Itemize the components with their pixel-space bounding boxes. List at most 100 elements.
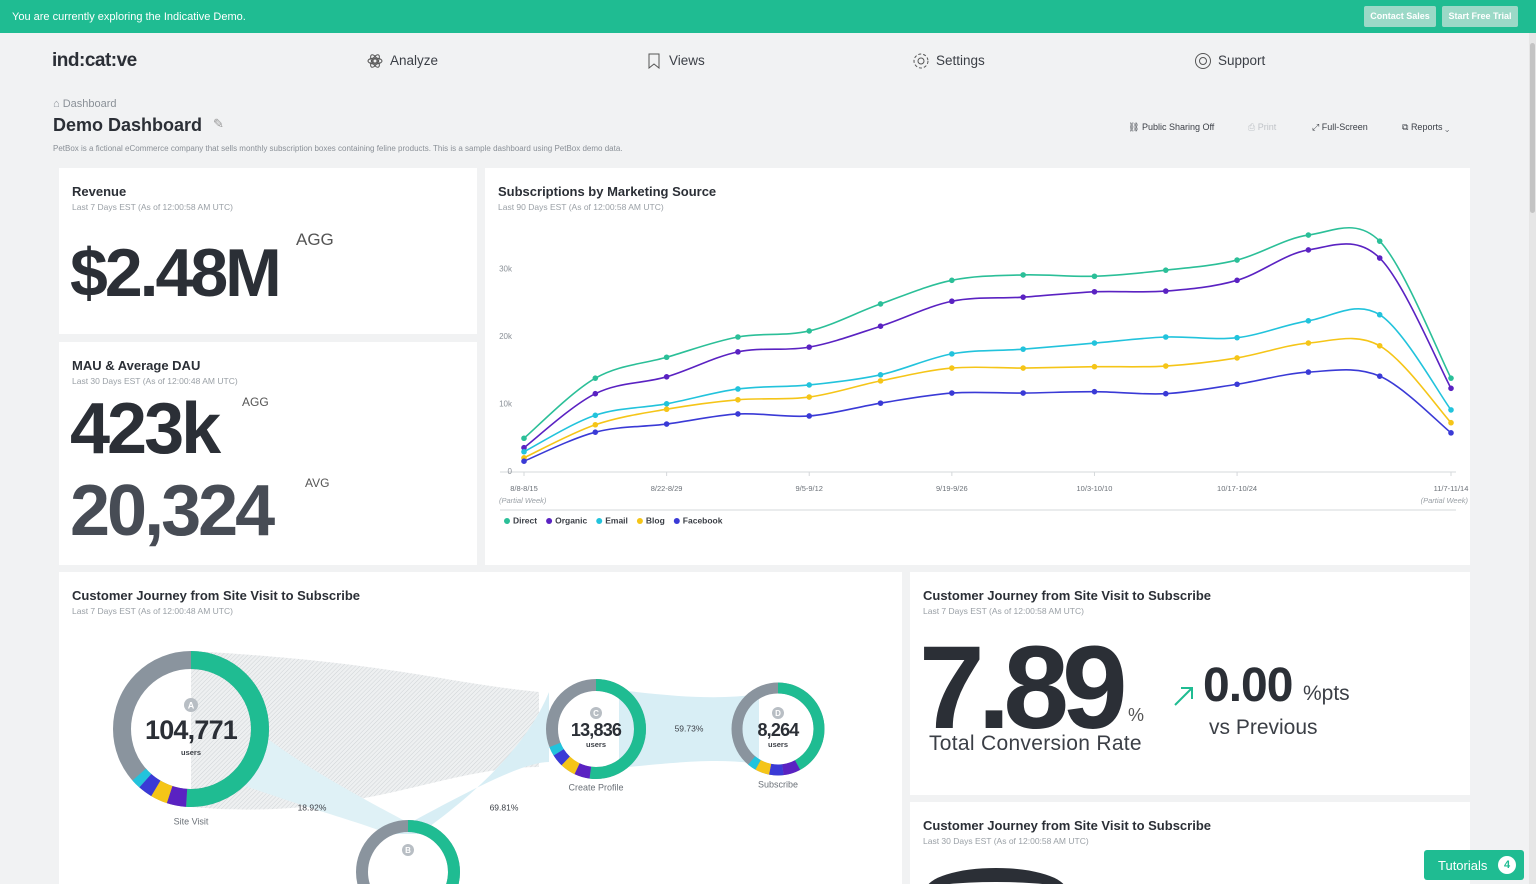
data-point [949,298,955,305]
nav-support[interactable]: Support [1218,53,1266,68]
node-label: Site Visit [174,816,209,826]
node-unit: users [181,748,201,757]
card-subtitle: Last 7 Days EST (As of 12:00:58 AM UTC) [72,202,233,212]
data-point [806,344,813,350]
data-point [1162,334,1169,340]
flow-band [619,690,759,768]
series-line [523,227,1452,439]
print-text[interactable]: Print [1257,122,1277,132]
data-point [521,444,527,451]
x-tick-label: 9/19-9/26 [936,484,968,493]
chart-title: Subscriptions by Marketing Source [498,184,717,199]
card-subtitle: Last 30 Days EST (As of 12:00:58 AM UTC) [923,836,1089,846]
line-chart: 0 10k 20k 30k 8/8-8/15 8/22-8/29 9/5-9/12 9/19-… [499,227,1469,525]
change-value: 0.00 [1203,659,1293,712]
data-point [735,334,741,340]
reports[interactable]: ⧉ Reports ⌄ [1402,122,1450,132]
data-point [521,448,527,455]
nav-analyze[interactable]: Analyze [390,53,439,68]
y-tick-label: 0 [508,467,513,476]
full-screen-text[interactable]: Full-Screen [1321,122,1368,132]
series-line [523,337,1452,459]
data-point [1020,365,1026,371]
banner: You are currently exploring the Indicati… [0,0,1536,33]
data-point [1305,318,1312,324]
breadcrumb[interactable]: ⌂ Dashboard [53,98,117,110]
breadcrumb-text[interactable]: Dashboard [62,98,117,110]
node-value: 8,264 [757,720,799,740]
legend-label: Facebook [683,515,723,525]
data-point [1376,311,1383,318]
tutorials-count[interactable]: 4 [1498,856,1516,874]
edit-icon[interactable]: ✎ [213,116,224,131]
y-tick-label: 20k [499,332,513,341]
data-point [663,354,670,361]
card-title: MAU & Average DAU [72,358,201,373]
public-sharing[interactable]: ⛓ Public Sharing Off [1128,122,1215,132]
x-annotation: (Partial Week) [1421,496,1469,505]
nav-views[interactable]: Views [669,53,705,68]
conversion-card: Customer Journey from Site Visit to Subs… [910,572,1470,795]
flow-band [389,692,549,834]
data-point [592,412,599,419]
legend-label: Blog [646,515,665,525]
data-point [1376,373,1383,379]
data-point [663,421,670,427]
node-value: 13,836 [571,720,622,740]
data-point [1305,247,1312,253]
tutorials-label[interactable]: Tutorials [1438,858,1488,873]
data-point [1091,273,1098,280]
trend-arrow [1174,687,1193,706]
data-point [949,277,955,284]
data-point [1162,267,1169,273]
card-subtitle: Last 7 Days EST (As of 12:00:58 AM UTC) [923,606,1084,616]
legend-swatch [636,518,643,524]
data-point [877,301,884,307]
support-icon [1195,53,1211,69]
data-point [1234,277,1240,284]
full-screen[interactable]: ⤢ Full-Screen [1312,122,1368,132]
node-badge [772,707,784,719]
flow-band [234,732,429,834]
contact-sales-button[interactable]: Contact Sales [1364,6,1436,27]
conversion-rate: 69.81% [490,802,519,812]
y-tick-label: 30k [499,265,513,274]
node-letter: C [593,709,599,718]
mau-card: MAU & Average DAU Last 30 Days EST (As o… [59,342,477,565]
tutorials-button[interactable]: Tutorials 4 [1424,850,1524,880]
legend-label: Email [605,515,628,525]
data-point [1020,294,1026,300]
x-tick-label: 9/5-9/12 [795,484,823,493]
conversion-rate: 18.92% [298,802,327,812]
legend-label: Organic [555,515,587,525]
value-cutoff [926,868,1066,884]
data-point [1305,232,1312,238]
reports-text[interactable]: Reports [1410,122,1443,132]
x-annotation: (Partial Week) [499,496,547,505]
dashboard-description: PetBox is a fictional eCommerce company … [53,144,623,153]
compare-label: vs Previous [1209,716,1318,739]
data-point [735,411,741,417]
card-subtitle: Last 7 Days EST (As of 12:00:48 AM UTC) [72,606,233,616]
mau-value: 423k [70,389,221,469]
public-sharing-text[interactable]: Public Sharing Off [1141,122,1215,132]
conversion-30-card: Customer Journey from Site Visit to Subs… [910,802,1470,884]
revenue-tag: AGG [296,230,334,249]
conversion-label: Total Conversion Rate [929,732,1142,755]
free-trial-button[interactable]: Start Free Trial [1442,6,1518,27]
nav-settings[interactable]: Settings [936,53,985,68]
y-tick-label: 10k [499,400,513,409]
card-title: Customer Journey from Site Visit to Subs… [923,818,1211,833]
logo[interactable]: ind:cat:ve [52,50,137,71]
legend-label: Direct [513,515,537,525]
data-point [877,323,884,329]
legend-swatch [546,518,553,524]
print[interactable]: ⎙ Print [1248,122,1277,132]
card-title: Customer Journey from Site Visit to Subs… [72,588,360,603]
data-point [1020,346,1026,352]
data-point [592,390,599,397]
data-point [949,365,955,371]
data-point [592,421,599,428]
